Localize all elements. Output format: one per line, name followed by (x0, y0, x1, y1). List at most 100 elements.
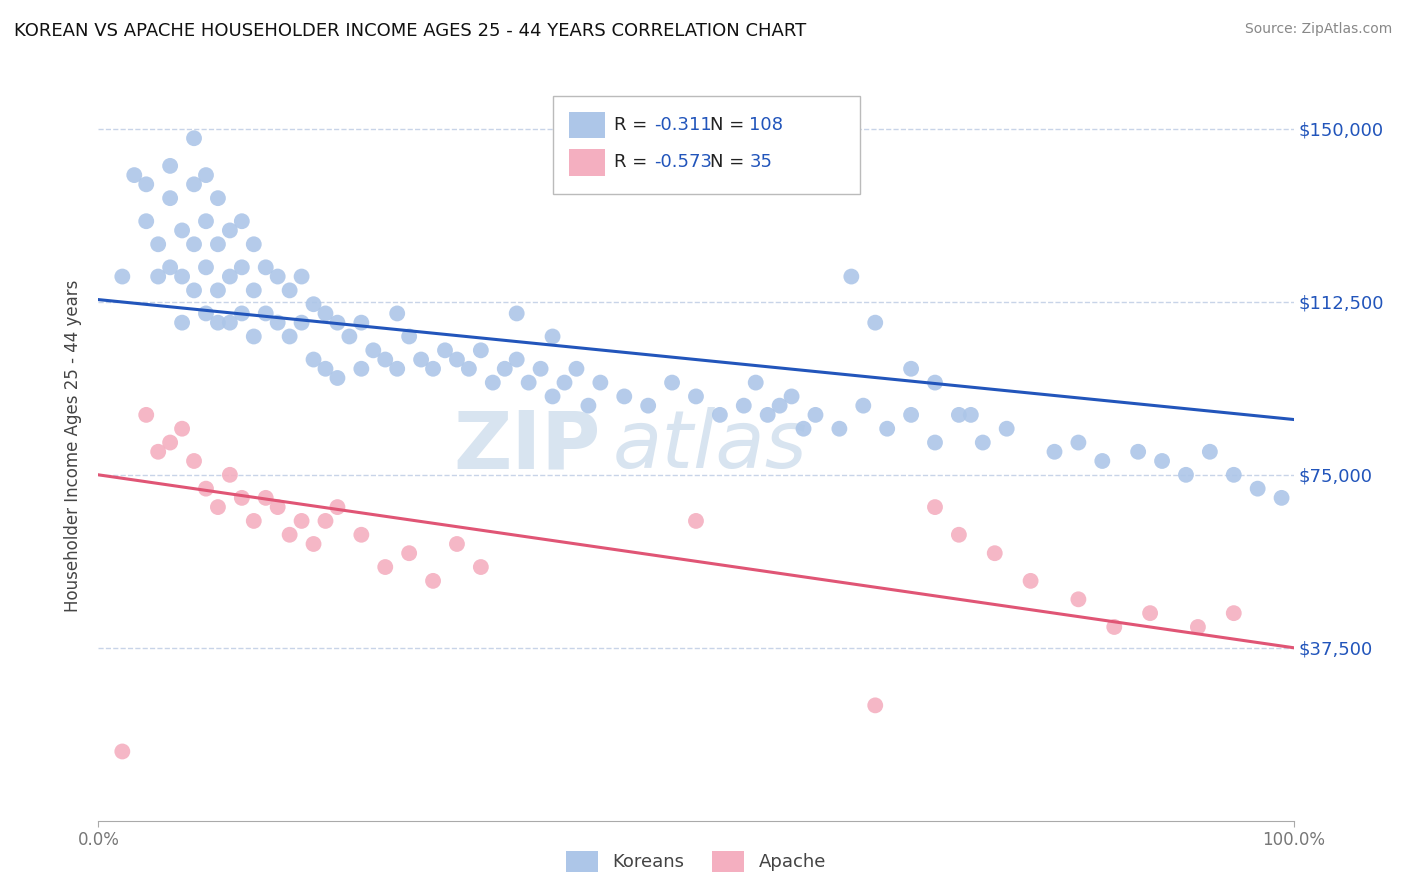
Point (207, 237, 229, 252)
Point (541, 329, 564, 343)
Point (398, 546, 420, 560)
Point (1104, 620, 1126, 634)
Point (159, 159, 181, 173)
Text: atlas: atlas (613, 407, 807, 485)
Point (231, 306, 253, 320)
Point (148, 444, 170, 458)
Point (530, 361, 553, 376)
Point (231, 260, 253, 275)
Point (219, 269, 242, 284)
Point (709, 408, 731, 422)
Point (148, 269, 170, 284)
Point (900, 408, 922, 422)
Point (243, 237, 266, 252)
Point (924, 435, 946, 450)
Point (948, 408, 970, 422)
Point (385, 306, 409, 320)
Point (278, 528, 301, 542)
Point (195, 168, 218, 182)
Point (302, 297, 325, 311)
Point (350, 361, 373, 376)
Point (350, 528, 373, 542)
Point (267, 500, 290, 514)
Point (291, 316, 314, 330)
Point (254, 306, 277, 320)
Point (841, 269, 863, 284)
Point (326, 316, 349, 330)
Point (326, 500, 349, 514)
Text: -0.311: -0.311 (654, 116, 711, 134)
Point (506, 352, 529, 367)
Point (350, 316, 373, 330)
Point (326, 371, 349, 385)
Point (207, 191, 229, 205)
Point (900, 361, 922, 376)
Point (315, 361, 337, 376)
Point (183, 131, 205, 145)
Point (972, 435, 994, 450)
Point (804, 408, 827, 422)
Point (315, 514, 337, 528)
Point (865, 316, 887, 330)
Point (411, 352, 433, 367)
Point (768, 399, 790, 413)
Point (207, 284, 229, 298)
Text: KOREAN VS APACHE HOUSEHOLDER INCOME AGES 25 - 44 YEARS CORRELATION CHART: KOREAN VS APACHE HOUSEHOLDER INCOME AGES… (14, 22, 806, 40)
Point (685, 389, 707, 403)
Point (458, 361, 481, 376)
Point (422, 574, 444, 588)
Point (231, 491, 253, 505)
Point (1067, 592, 1090, 607)
Point (506, 306, 529, 320)
Point (254, 491, 277, 505)
Point (172, 223, 194, 237)
Point (745, 376, 768, 390)
Point (1152, 454, 1174, 468)
Point (780, 389, 803, 403)
Text: 108: 108 (749, 116, 783, 134)
Point (541, 389, 564, 403)
Point (363, 343, 385, 358)
Point (315, 306, 337, 320)
Point (231, 214, 253, 228)
Point (159, 435, 181, 450)
Point (1187, 620, 1209, 634)
Point (243, 284, 266, 298)
Text: R =: R = (614, 153, 654, 171)
Point (494, 361, 516, 376)
Point (195, 214, 218, 228)
Point (219, 467, 242, 482)
Point (984, 546, 1007, 560)
Point (183, 454, 205, 468)
Point (852, 399, 875, 413)
Text: N =: N = (710, 116, 749, 134)
Point (1175, 467, 1198, 482)
Point (172, 422, 194, 436)
Point (183, 284, 205, 298)
Point (637, 399, 659, 413)
Point (446, 352, 468, 367)
Text: Source: ZipAtlas.com: Source: ZipAtlas.com (1244, 22, 1392, 37)
Point (613, 389, 636, 403)
Point (219, 316, 242, 330)
Point (219, 223, 242, 237)
Point (948, 528, 970, 542)
Point (470, 560, 492, 574)
Point (267, 316, 290, 330)
Point (554, 376, 576, 390)
Point (517, 376, 540, 390)
Point (1271, 491, 1294, 505)
Point (434, 343, 457, 358)
Point (172, 269, 194, 284)
Point (924, 500, 946, 514)
Point (733, 399, 755, 413)
Point (1223, 467, 1246, 482)
Point (195, 260, 218, 275)
Text: R =: R = (614, 116, 654, 134)
Point (828, 422, 851, 436)
Point (1067, 435, 1090, 450)
Point (278, 329, 301, 343)
Point (291, 269, 314, 284)
Point (124, 168, 146, 182)
Point (756, 408, 779, 422)
